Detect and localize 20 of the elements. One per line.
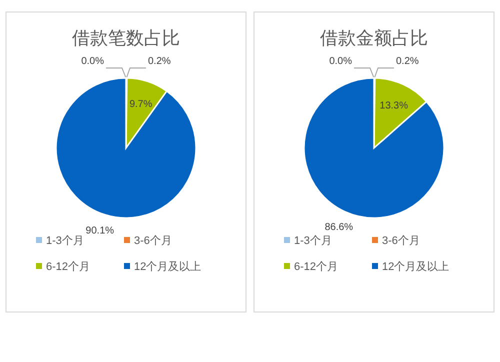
legend-label: 1-3个月: [294, 235, 332, 247]
data-label: 13.3%: [380, 100, 408, 112]
chart-title: 借款金额占比: [320, 28, 428, 48]
data-label: 0.2%: [148, 56, 171, 67]
data-label: 90.1%: [86, 225, 114, 236]
legend-label: 6-12个月: [294, 261, 338, 273]
legend-label: 6-12个月: [46, 261, 90, 273]
legend-label: 1-3个月: [46, 235, 84, 247]
pie-slice: [55, 77, 197, 219]
chart-title: 借款笔数占比: [72, 28, 180, 48]
data-label: 0.2%: [396, 56, 419, 67]
data-label: 86.6%: [324, 222, 354, 233]
legend-label: 12个月及以上: [134, 260, 202, 273]
legend-label: 12个月及以上: [382, 260, 450, 273]
text: 0.0%: [81, 56, 104, 67]
legend-label: 3-6个月: [134, 235, 172, 247]
legend-label: 3-6个月: [382, 235, 420, 247]
data-label: 9.7%: [129, 98, 152, 110]
pie-slice: [303, 77, 445, 219]
text: 0.0%: [329, 56, 352, 67]
